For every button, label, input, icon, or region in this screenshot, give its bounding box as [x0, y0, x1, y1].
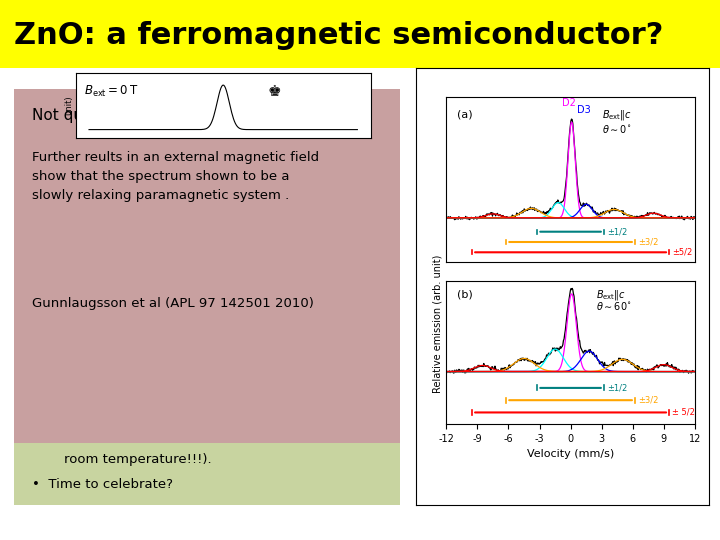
Text: ±1/2: ±1/2 [607, 227, 627, 236]
Text: Not quite.: Not quite. [32, 108, 108, 123]
Text: $\theta \sim 0^{\circ}$: $\theta \sim 0^{\circ}$ [602, 123, 631, 135]
Text: $\theta \sim 60^{\circ}$: $\theta \sim 60^{\circ}$ [596, 300, 632, 312]
Text: (b): (b) [456, 289, 472, 299]
Text: (a): (a) [456, 110, 472, 120]
X-axis label: Velocity (mm/s): Velocity (mm/s) [527, 449, 614, 459]
Text: ±3/2: ±3/2 [638, 396, 658, 404]
Text: Relative emission (arb. unit): Relative emission (arb. unit) [432, 255, 442, 393]
Text: •  Time to celebrate?: • Time to celebrate? [32, 478, 174, 491]
Text: Further reults in an external magnetic field
show that the spectrum shown to be : Further reults in an external magnetic f… [32, 151, 320, 202]
Text: ♚: ♚ [268, 84, 281, 99]
Text: room temperature!!!).: room temperature!!!). [47, 453, 212, 465]
Text: Gunnlaugsson et al (APL 97 142501 2010): Gunnlaugsson et al (APL 97 142501 2010) [32, 297, 314, 310]
Bar [14, 443, 400, 505]
Text: D3: D3 [577, 105, 590, 114]
Text: $B_{\rm ext}\| c$: $B_{\rm ext}\| c$ [596, 288, 626, 302]
Text: D2: D2 [562, 98, 576, 108]
Text: $B_{\rm ext}=0\,\rm T$: $B_{\rm ext}=0\,\rm T$ [84, 84, 139, 99]
Text: $B_{\rm ext}\| c$: $B_{\rm ext}\| c$ [602, 109, 631, 122]
Text: ±1/2: ±1/2 [607, 383, 627, 393]
Text: unit): unit) [64, 96, 73, 115]
Text: ±5/2: ±5/2 [672, 248, 692, 257]
Bar [0, 0, 720, 68]
Text: ± 5/2: ± 5/2 [672, 408, 695, 417]
Text: ±3/2: ±3/2 [638, 238, 658, 246]
Bar [14, 89, 400, 446]
Text: ZnO: a ferromagnetic semiconductor?: ZnO: a ferromagnetic semiconductor? [14, 21, 664, 50]
